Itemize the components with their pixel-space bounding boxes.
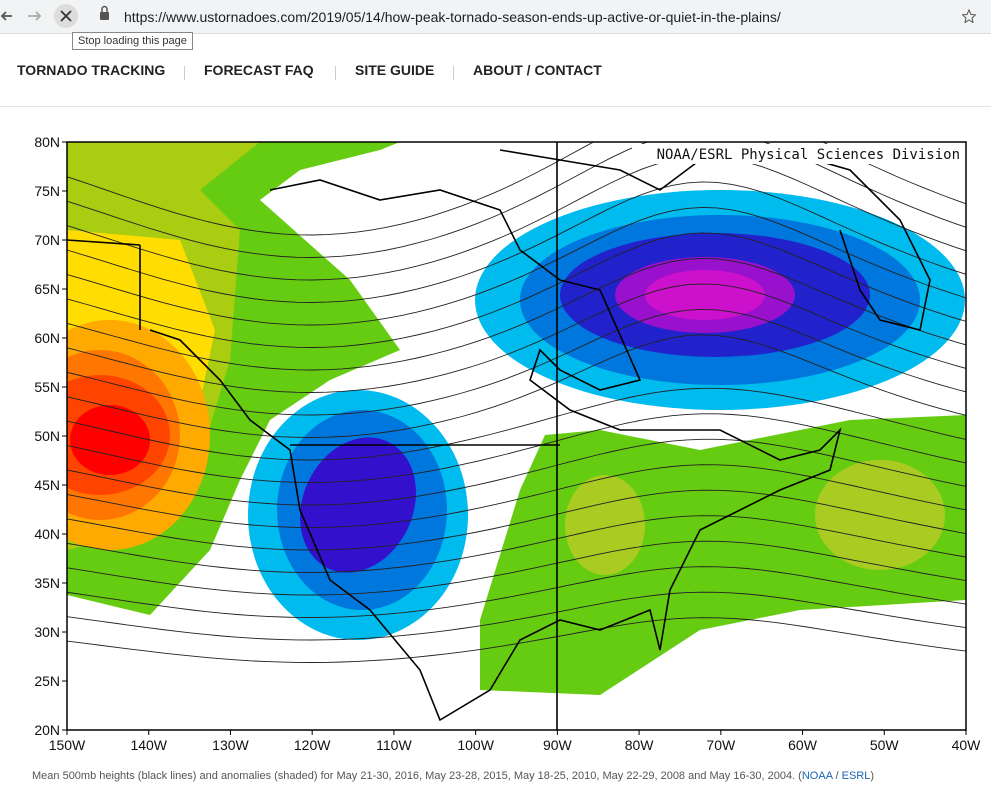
browser-toolbar: https://www.ustornadoes.com/2019/05/14/h… — [0, 0, 991, 34]
nav-item[interactable]: FORECAST FAQ — [204, 62, 314, 78]
lat-label: 30N — [34, 624, 60, 640]
contour — [67, 232, 966, 348]
contour — [67, 283, 966, 393]
lat-label: 50N — [34, 428, 60, 444]
contour — [67, 591, 966, 641]
nav-item[interactable]: SITE GUIDE — [355, 62, 435, 78]
star[interactable] — [962, 9, 976, 23]
link[interactable]: ESRL — [841, 770, 871, 782]
lat-label: 70N — [34, 232, 60, 248]
contour — [67, 566, 966, 618]
nav-separator — [184, 66, 185, 80]
lon-label: 150W — [49, 737, 86, 753]
contour — [67, 438, 966, 506]
lat-label: 45N — [34, 477, 60, 493]
lon-label: 100W — [457, 737, 494, 753]
caption: Mean 500mb heights (black lines) and ano… — [32, 770, 874, 782]
lon-label: 140W — [130, 737, 167, 753]
height-contours — [67, 142, 966, 663]
lat-label: 35N — [34, 575, 60, 591]
contour — [67, 155, 966, 281]
lon-label: 120W — [294, 737, 331, 753]
lat-label: 25N — [34, 673, 60, 689]
nav-item[interactable]: ABOUT / CONTACT — [473, 62, 602, 78]
contour — [67, 181, 966, 303]
contour — [67, 515, 966, 573]
lat-label: 55N — [34, 379, 60, 395]
lat-label: 80N — [34, 134, 60, 150]
contour — [67, 617, 966, 663]
contour — [67, 142, 966, 236]
contour — [67, 489, 966, 551]
contour — [67, 387, 966, 461]
lon-label: 130W — [212, 737, 249, 753]
lon-label: 70W — [706, 737, 736, 753]
caption-sep: / — [832, 770, 842, 782]
nav-item[interactable]: TORNADO TRACKING — [17, 62, 166, 78]
map-credit: NOAA/ESRL Physical Sciences Division — [657, 147, 960, 163]
nav-separator — [335, 66, 336, 80]
anomaly-shading — [67, 142, 966, 695]
caption-end: ) — [870, 770, 875, 782]
lat-label: 65N — [34, 281, 60, 297]
url[interactable]: https://www.ustornadoes.com/2019/05/14/h… — [124, 9, 781, 25]
lat-label: 75N — [34, 183, 60, 199]
contour — [67, 413, 966, 483]
nav-separator — [453, 66, 454, 80]
lon-label: 50W — [870, 737, 900, 753]
site-nav: TORNADO TRACKING FORECAST FAQ SITE GUIDE AB… — [0, 62, 991, 107]
contour — [67, 308, 966, 416]
lat-label: 60N — [34, 330, 60, 346]
lon-label: 60W — [788, 737, 818, 753]
contour — [67, 257, 966, 371]
contour — [67, 142, 966, 258]
tooltip: Stop loading this page — [72, 32, 193, 50]
lat-label: 40N — [34, 526, 60, 542]
link[interactable]: NOAA — [801, 770, 833, 782]
map-figure: NOAA/ESRL Physical Sciences Division 80N… — [34, 134, 982, 753]
contour — [67, 464, 966, 528]
lat-label: 20N — [34, 722, 60, 738]
nav-buttons — [0, 4, 109, 28]
lon-label: 90W — [543, 737, 573, 753]
contour — [67, 334, 966, 438]
lon-label: 110W — [376, 737, 412, 753]
lon-label: 80W — [625, 737, 655, 753]
lon-label: 40W — [952, 737, 982, 753]
coastlines — [67, 142, 931, 730]
caption-text: Mean 500mb heights (black lines) and ano… — [32, 770, 802, 782]
contour — [67, 540, 966, 596]
contour — [67, 206, 966, 326]
